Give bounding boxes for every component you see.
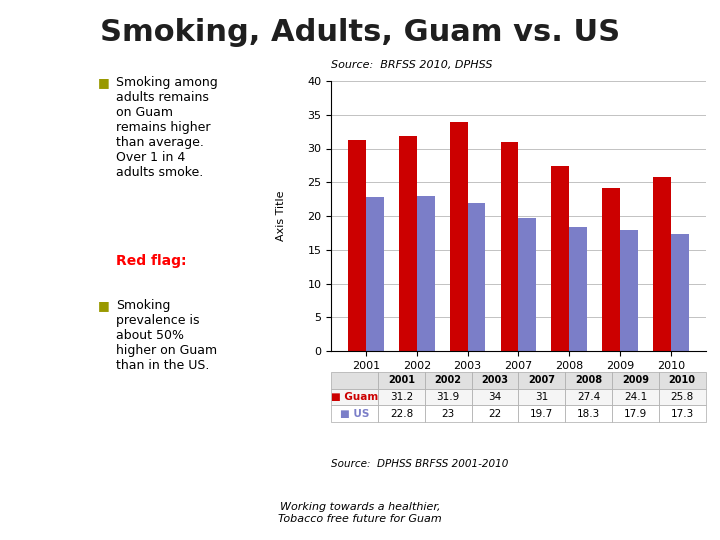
Text: ■: ■	[98, 76, 109, 89]
Bar	[653, 177, 671, 351]
Bar	[570, 227, 587, 351]
Text: Smoking among
adults remains
on Guam
remains higher
than average.
Over 1 in 4
ad: Smoking among adults remains on Guam rem…	[117, 76, 218, 179]
Text: Smoking, Adults, Guam vs. US: Smoking, Adults, Guam vs. US	[100, 18, 620, 47]
Text: Smoking
prevalence is
about 50%
higher on Guam
than in the US.: Smoking prevalence is about 50% higher o…	[117, 299, 217, 372]
Bar	[450, 122, 467, 351]
Bar	[399, 136, 417, 351]
Bar	[348, 140, 366, 351]
Text: Red flag:: Red flag:	[117, 254, 187, 268]
Text: Source:  BRFSS 2010, DPHSS: Source: BRFSS 2010, DPHSS	[331, 60, 492, 70]
Bar	[620, 230, 638, 351]
Bar	[552, 166, 570, 351]
Y-axis label: Axis Title: Axis Title	[276, 191, 287, 241]
Bar	[467, 202, 485, 351]
Bar	[671, 234, 688, 351]
Bar	[500, 141, 518, 351]
Text: Working towards a healthier,
Tobacco free future for Guam: Working towards a healthier, Tobacco fre…	[278, 502, 442, 524]
Bar	[518, 218, 536, 351]
Text: Source:  DPHSS BRFSS 2001-2010: Source: DPHSS BRFSS 2001-2010	[331, 459, 508, 469]
Bar	[602, 188, 620, 351]
Bar	[366, 197, 384, 351]
Bar	[417, 195, 435, 351]
Text: Tobacco Free: Tobacco Free	[37, 224, 50, 316]
Text: ■: ■	[98, 299, 109, 312]
